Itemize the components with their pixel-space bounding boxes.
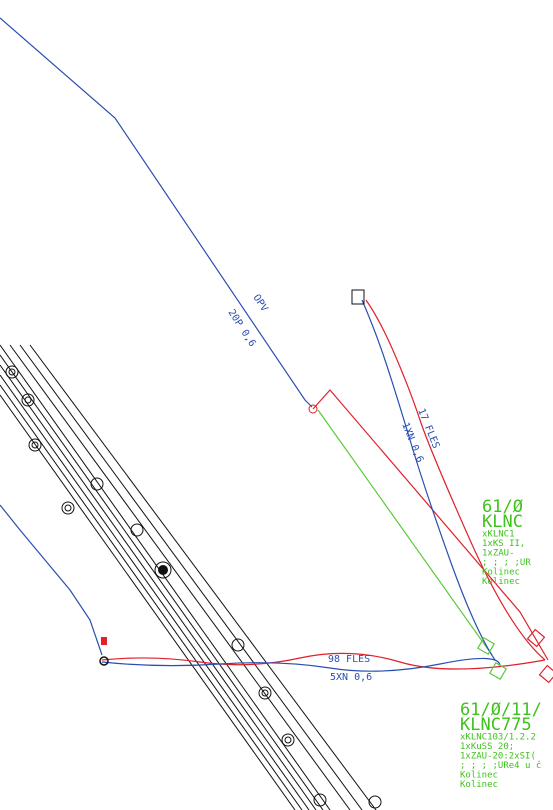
label: 5XN 0,6 <box>330 672 372 683</box>
line-17-red <box>365 299 546 661</box>
block-line: xKLNC103/1.2.2 <box>460 733 536 743</box>
line-98 <box>101 657 501 672</box>
block-line: 61/Ø <box>482 497 523 517</box>
green-line <box>317 409 493 656</box>
block-line: ; ; ; ;URe4 u č <box>460 760 541 771</box>
block-line: 61/Ø/11/ <box>460 700 542 720</box>
line-98-red <box>101 652 546 670</box>
opv-line <box>0 17 313 408</box>
cable-band <box>0 344 382 810</box>
block-line: 1xZAU- <box>482 549 515 559</box>
block-line: 1xKS II, <box>482 539 525 549</box>
block-line: Kolinec <box>460 780 498 790</box>
block-line: 1xZAU-20:2xSI( <box>460 752 536 762</box>
sym <box>526 628 546 648</box>
label: 98 FLES <box>328 654 370 665</box>
node <box>308 404 318 414</box>
block-line: KLNC775 <box>460 715 532 735</box>
sym <box>476 636 496 656</box>
blue-branch <box>0 504 103 656</box>
sym <box>488 661 508 681</box>
box <box>351 289 365 305</box>
block-line: Kolinec <box>460 771 498 781</box>
red-line <box>312 389 549 661</box>
block-line: 1xKuSS 20; <box>460 742 514 752</box>
marker <box>101 637 107 645</box>
line-17 <box>361 299 496 661</box>
block-line: Kolinec <box>482 577 520 587</box>
block-line: Kolinec <box>482 568 520 578</box>
block-line: ; ; ; ;UR <box>482 558 531 568</box>
pole <box>99 656 109 666</box>
block-line: xKLNC1 <box>482 530 515 540</box>
block-line: KLNC <box>482 512 523 532</box>
